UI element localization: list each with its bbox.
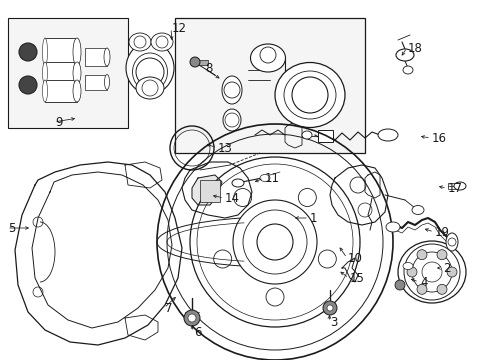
Ellipse shape: [42, 80, 47, 102]
Ellipse shape: [411, 206, 423, 215]
Ellipse shape: [126, 42, 174, 94]
Text: 10: 10: [347, 252, 362, 265]
Circle shape: [142, 80, 158, 96]
Circle shape: [411, 252, 451, 292]
Bar: [85, 75, 107, 90]
Circle shape: [406, 267, 416, 277]
Circle shape: [421, 262, 441, 282]
Ellipse shape: [395, 49, 413, 61]
Circle shape: [326, 305, 332, 311]
Circle shape: [394, 280, 404, 290]
Text: 12: 12: [172, 22, 186, 35]
Ellipse shape: [73, 62, 81, 84]
Circle shape: [136, 58, 163, 86]
Circle shape: [403, 244, 459, 300]
Circle shape: [323, 301, 336, 315]
Ellipse shape: [231, 179, 244, 187]
Bar: [45, 38, 77, 66]
Ellipse shape: [302, 131, 311, 139]
Circle shape: [187, 314, 196, 322]
Text: 17: 17: [447, 181, 462, 194]
Ellipse shape: [132, 53, 167, 91]
Circle shape: [190, 57, 200, 67]
Text: 15: 15: [349, 271, 364, 284]
Bar: [447, 183, 457, 189]
Ellipse shape: [42, 62, 47, 84]
Ellipse shape: [250, 44, 285, 72]
Bar: [175, 18, 364, 153]
Text: 18: 18: [407, 41, 422, 54]
Circle shape: [19, 43, 37, 61]
Circle shape: [446, 267, 456, 277]
Text: 11: 11: [264, 171, 280, 184]
Ellipse shape: [129, 33, 151, 51]
Circle shape: [416, 284, 426, 294]
Polygon shape: [192, 175, 222, 205]
Text: 19: 19: [434, 225, 449, 238]
Ellipse shape: [453, 182, 465, 190]
Bar: [45, 62, 77, 84]
Ellipse shape: [385, 222, 399, 232]
Ellipse shape: [402, 262, 412, 270]
Ellipse shape: [402, 66, 412, 74]
Text: 6: 6: [194, 325, 201, 338]
Ellipse shape: [151, 33, 173, 51]
Text: 13: 13: [218, 141, 232, 154]
Text: 14: 14: [224, 192, 240, 204]
Ellipse shape: [260, 175, 269, 181]
Text: 16: 16: [431, 131, 446, 144]
Circle shape: [291, 77, 327, 113]
Ellipse shape: [377, 129, 397, 141]
Circle shape: [436, 284, 446, 294]
Text: 4: 4: [419, 275, 427, 288]
Ellipse shape: [274, 63, 345, 127]
Text: 9: 9: [55, 116, 62, 129]
Circle shape: [224, 113, 239, 127]
Bar: [317, 130, 332, 142]
Circle shape: [19, 76, 37, 94]
Circle shape: [134, 36, 146, 48]
Ellipse shape: [445, 233, 457, 251]
Circle shape: [260, 47, 275, 63]
Bar: [45, 80, 77, 102]
Ellipse shape: [104, 75, 109, 90]
Bar: [85, 48, 107, 66]
Circle shape: [447, 238, 455, 246]
Circle shape: [436, 250, 446, 260]
Text: 2: 2: [442, 261, 449, 274]
Text: 3: 3: [329, 315, 337, 328]
Bar: [8, 18, 128, 128]
Text: 7: 7: [164, 302, 172, 315]
Circle shape: [183, 310, 200, 326]
Ellipse shape: [222, 76, 242, 104]
Circle shape: [224, 82, 240, 98]
Circle shape: [416, 250, 426, 260]
Ellipse shape: [73, 38, 81, 66]
Ellipse shape: [73, 80, 81, 102]
Ellipse shape: [397, 241, 465, 303]
Ellipse shape: [136, 77, 163, 99]
Bar: [196, 60, 207, 65]
Ellipse shape: [104, 48, 110, 66]
Bar: [200, 180, 220, 202]
Text: 5: 5: [8, 221, 15, 234]
Circle shape: [156, 36, 168, 48]
Ellipse shape: [284, 71, 335, 119]
Ellipse shape: [223, 109, 241, 131]
Ellipse shape: [42, 38, 47, 66]
Text: 1: 1: [309, 211, 317, 225]
Text: 8: 8: [204, 62, 212, 75]
